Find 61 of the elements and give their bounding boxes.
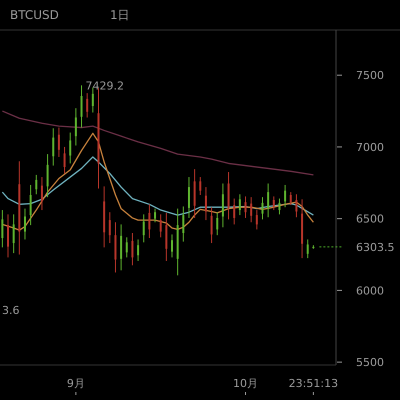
candlestick — [86, 92, 88, 118]
candlestick — [272, 196, 275, 211]
candlestick — [171, 234, 174, 258]
candlestick — [238, 194, 241, 216]
candlestick — [278, 198, 280, 215]
candlestick — [108, 212, 111, 244]
candlestick — [137, 238, 140, 262]
candlestick — [250, 196, 252, 223]
y-tick-label: 6500 — [356, 212, 384, 226]
candlestick — [7, 214, 10, 258]
candlestick — [182, 206, 184, 242]
candlestick — [290, 192, 292, 206]
y-tick-label: 7000 — [356, 140, 384, 154]
candlestick — [35, 174, 38, 195]
x-tick-label: 9月 — [66, 377, 85, 390]
candlestick — [284, 184, 286, 208]
candlestick — [210, 206, 213, 244]
candlestick — [74, 108, 77, 146]
candlestick — [216, 212, 218, 236]
candlestick — [40, 176, 43, 211]
x-tick-label: 23:51:13 — [288, 377, 338, 390]
candlestick — [199, 176, 202, 196]
y-tick-label: 6000 — [356, 284, 384, 298]
candlestick — [12, 214, 15, 254]
candlestick — [52, 128, 54, 166]
candlestick — [80, 84, 83, 128]
candlestick — [261, 196, 264, 220]
candlestick — [30, 184, 32, 226]
candlestick — [204, 186, 207, 221]
candlestick — [244, 196, 247, 218]
candlestick — [58, 127, 60, 158]
candlestick — [233, 198, 236, 225]
candlestick — [131, 232, 134, 266]
candlestick — [256, 210, 258, 230]
candlestick — [126, 236, 128, 258]
candlestick — [24, 208, 26, 240]
y-tick-label: 7500 — [356, 69, 384, 82]
annotation: 7429.2 — [86, 79, 124, 92]
candlestick — [1, 210, 4, 248]
candlestick — [222, 183, 224, 228]
ref-line-label: 6303.5 — [356, 240, 394, 254]
candlestick — [295, 194, 298, 218]
y-tick-label: 5500 — [356, 356, 384, 370]
candlestick — [160, 214, 162, 238]
line-series — [2, 156, 314, 216]
candlestick — [69, 132, 72, 164]
candlestick — [267, 183, 270, 218]
chart-title: BTCUSD — [10, 8, 59, 22]
candlestick — [142, 214, 145, 243]
x-tick-label: 10月 — [233, 377, 258, 390]
candlestick — [165, 212, 168, 262]
candlestick — [64, 146, 66, 174]
chart-subtitle: 1日 — [110, 8, 130, 22]
candlestick — [120, 224, 122, 271]
candlestick — [188, 176, 190, 218]
candlestick — [154, 208, 156, 223]
candlestick — [306, 238, 309, 259]
candlestick — [148, 204, 150, 239]
candlestick — [46, 154, 49, 198]
annotation: 3.6 — [2, 304, 20, 317]
line-series — [2, 110, 314, 176]
